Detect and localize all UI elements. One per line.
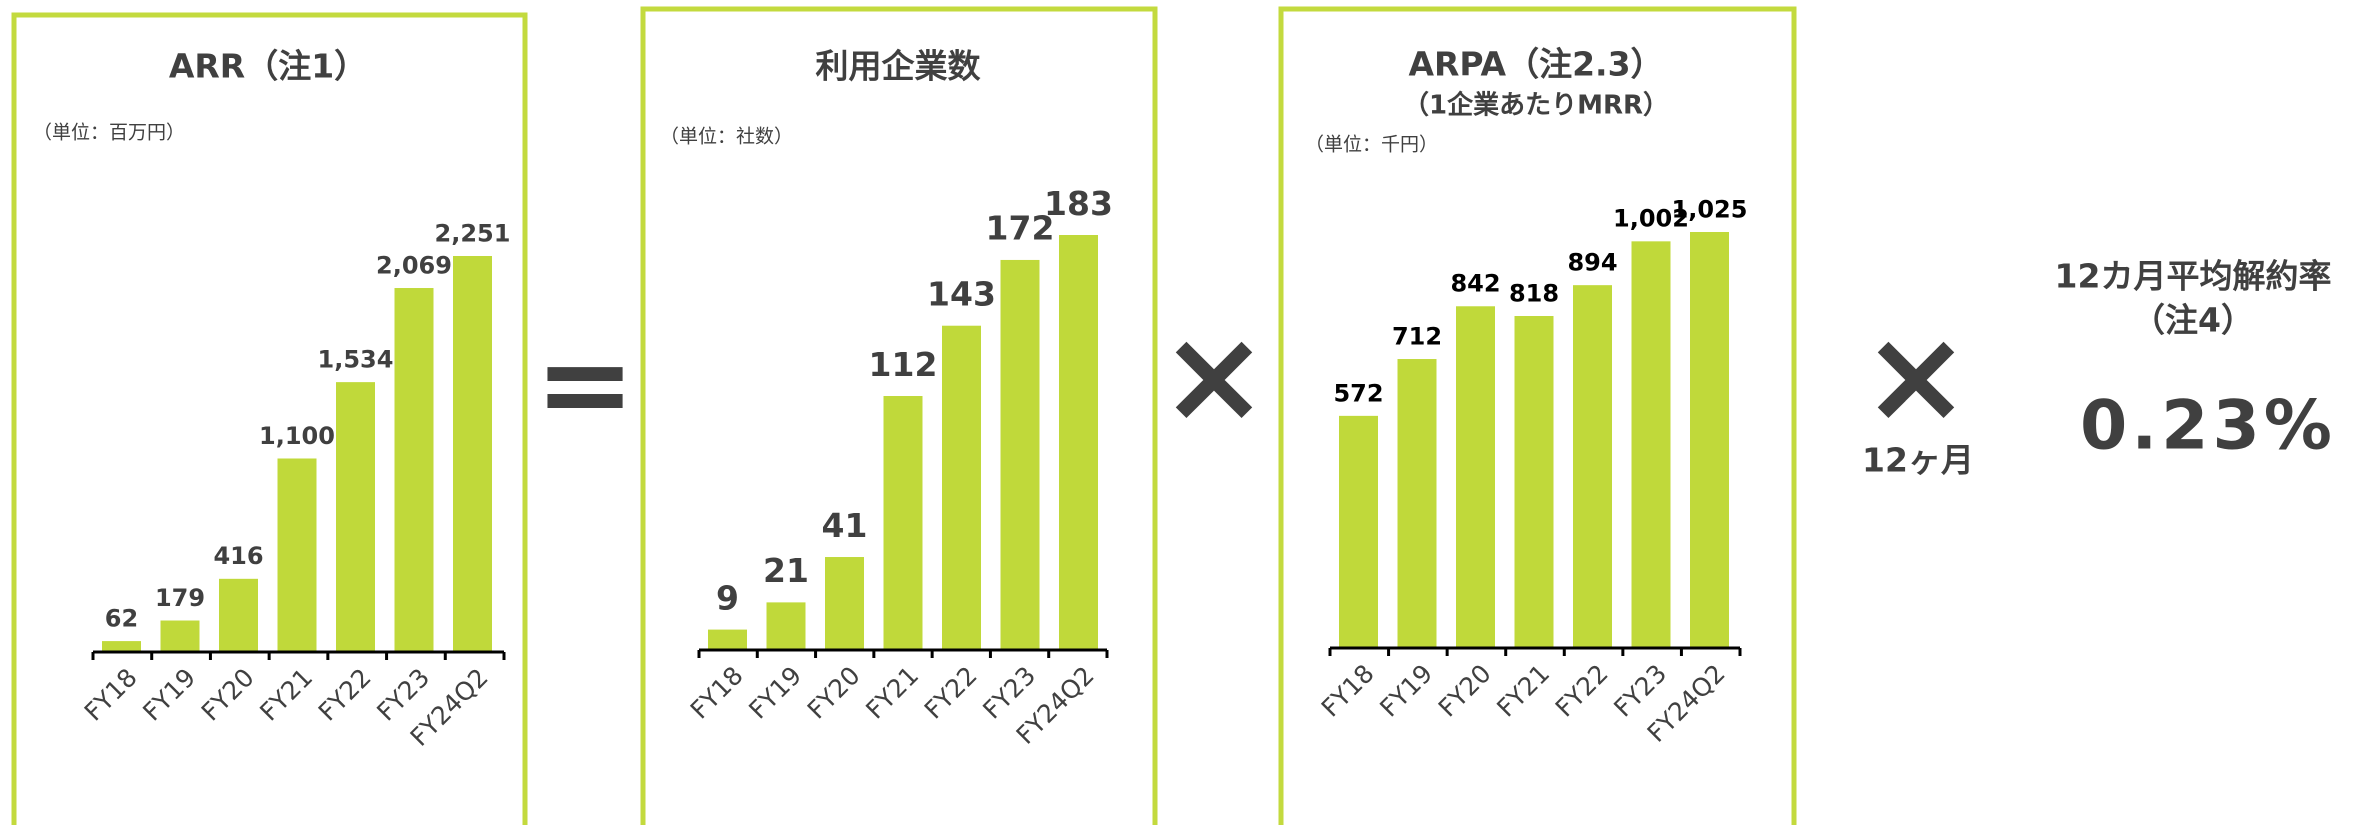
bar: [1397, 359, 1437, 648]
x-tick-label: FY19: [743, 661, 807, 725]
units-label: （単位：百万円）: [33, 122, 185, 144]
x-tick-label: FY21: [1491, 659, 1555, 723]
bar: [277, 458, 317, 652]
bar: [1690, 232, 1729, 648]
value-label: 21: [763, 551, 809, 590]
value-label: 41: [822, 506, 868, 545]
bar: [394, 288, 434, 652]
bar: [453, 256, 492, 652]
operator: ×: [1160, 300, 1269, 452]
chart-title: ARR（注1）: [169, 47, 367, 86]
x-tick-label: FY20: [196, 663, 260, 727]
bar: [219, 578, 258, 652]
value-label: 894: [1567, 249, 1617, 277]
x-tick-label: FY18: [685, 661, 749, 725]
value-label: 62: [105, 604, 138, 632]
value-label: 179: [155, 584, 205, 612]
bar: [766, 602, 806, 650]
bar: [1059, 235, 1098, 650]
value-label: 183: [1044, 184, 1113, 223]
value-label: 712: [1392, 322, 1442, 350]
value-label: 818: [1509, 279, 1559, 307]
value-label: 1,100: [259, 422, 335, 450]
x-tick-label: FY21: [860, 661, 924, 725]
x-tick-label: FY20: [802, 661, 866, 725]
units-label: （単位：千円）: [1305, 134, 1438, 156]
value-label: 1,002: [1613, 205, 1689, 233]
churn-note: （注4）: [2132, 301, 2254, 340]
x-tick-label: FY22: [313, 663, 377, 727]
bar: [1631, 241, 1671, 648]
value-label: 842: [1450, 270, 1500, 298]
x-tick-label: FY21: [254, 663, 318, 727]
x-tick-label: FY22: [1550, 659, 1614, 723]
chart-title: 利用企業数: [816, 47, 982, 86]
bar: [708, 629, 747, 650]
x-tick-label: FY18: [1316, 659, 1380, 723]
bar: [102, 641, 141, 652]
chart-subtitle: （1企業あたりMRR）: [1403, 90, 1669, 121]
value-label: 143: [927, 275, 996, 314]
period-label: 12ヶ月: [1862, 441, 1974, 480]
value-label: 2,069: [376, 251, 452, 279]
bar: [1339, 415, 1378, 648]
bar: [825, 557, 864, 650]
value-label: 2,251: [435, 219, 511, 247]
bar: [336, 382, 375, 652]
bar: [1514, 316, 1554, 648]
panel: [1278, 6, 1797, 825]
operator: =: [535, 316, 636, 455]
x-tick-label: FY22: [919, 661, 983, 725]
bar: [1456, 306, 1495, 648]
value-label: 416: [213, 542, 263, 570]
value-label: 172: [986, 209, 1055, 248]
value-label: 1,025: [1672, 195, 1748, 223]
panel: [11, 12, 528, 825]
x-tick-label: FY19: [137, 663, 201, 727]
x-tick-label: FY19: [1374, 659, 1438, 723]
x-tick-label: FY20: [1433, 659, 1497, 723]
value-label: 572: [1333, 379, 1383, 407]
operator: ×: [1862, 300, 1971, 452]
bar: [883, 396, 923, 650]
bar: [1573, 285, 1612, 648]
chart-title: ARPA（注2.3）: [1408, 45, 1663, 84]
value-label: 9: [716, 578, 739, 617]
panel: [640, 6, 1158, 825]
churn-value: 0.23%: [2080, 387, 2336, 466]
bar: [160, 620, 200, 652]
units-label: （単位：社数）: [660, 126, 793, 148]
churn-title: 12カ月平均解約率: [2055, 257, 2332, 296]
bar: [1000, 259, 1040, 650]
value-label: 1,534: [318, 346, 394, 374]
x-tick-label: FY18: [79, 663, 143, 727]
value-label: 112: [869, 345, 938, 384]
bar: [942, 325, 981, 650]
